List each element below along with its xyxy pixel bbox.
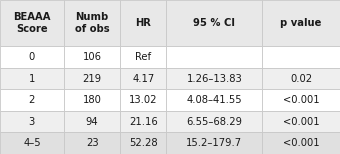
Text: 1.26–13.83: 1.26–13.83 — [186, 74, 242, 83]
Bar — [262, 68, 340, 89]
Text: 94: 94 — [86, 117, 98, 127]
Text: 1: 1 — [29, 74, 35, 83]
Text: 6.55–68.29: 6.55–68.29 — [186, 117, 242, 127]
Text: 106: 106 — [83, 52, 102, 62]
Text: 0.02: 0.02 — [290, 74, 312, 83]
Text: 4.17: 4.17 — [132, 74, 155, 83]
Text: <0.001: <0.001 — [283, 117, 319, 127]
Bar — [167, 68, 262, 89]
Bar — [64, 68, 120, 89]
Text: 3: 3 — [29, 117, 35, 127]
Bar — [0, 68, 64, 89]
Text: <0.001: <0.001 — [283, 95, 319, 105]
Bar — [262, 89, 340, 111]
Bar — [0, 89, 64, 111]
Bar — [262, 0, 340, 46]
Bar — [64, 111, 120, 132]
Text: p value: p value — [280, 18, 322, 28]
Text: 4.08–41.55: 4.08–41.55 — [186, 95, 242, 105]
Text: 15.2–179.7: 15.2–179.7 — [186, 138, 242, 148]
Bar — [262, 132, 340, 154]
Bar — [120, 0, 167, 46]
Bar — [64, 0, 120, 46]
Bar — [120, 111, 167, 132]
Text: 180: 180 — [83, 95, 102, 105]
Text: HR: HR — [136, 18, 151, 28]
Bar — [64, 132, 120, 154]
Bar — [167, 89, 262, 111]
Bar — [167, 132, 262, 154]
Bar — [167, 0, 262, 46]
Text: 2: 2 — [29, 95, 35, 105]
Text: 13.02: 13.02 — [129, 95, 158, 105]
Bar — [0, 111, 64, 132]
Bar — [120, 89, 167, 111]
Bar — [262, 111, 340, 132]
Bar — [64, 46, 120, 68]
Bar — [167, 111, 262, 132]
Bar — [262, 46, 340, 68]
Text: 219: 219 — [83, 74, 102, 83]
Bar — [120, 132, 167, 154]
Text: Ref: Ref — [135, 52, 152, 62]
Bar — [0, 132, 64, 154]
Text: 4–5: 4–5 — [23, 138, 41, 148]
Text: 0: 0 — [29, 52, 35, 62]
Bar — [64, 89, 120, 111]
Bar — [0, 46, 64, 68]
Text: BEAAA
Score: BEAAA Score — [13, 12, 51, 34]
Bar — [120, 68, 167, 89]
Bar — [120, 46, 167, 68]
Text: Numb
of obs: Numb of obs — [75, 12, 109, 34]
Text: 23: 23 — [86, 138, 98, 148]
Text: 52.28: 52.28 — [129, 138, 158, 148]
Bar — [0, 0, 64, 46]
Bar — [167, 46, 262, 68]
Text: 21.16: 21.16 — [129, 117, 158, 127]
Text: 95 % CI: 95 % CI — [193, 18, 235, 28]
Text: <0.001: <0.001 — [283, 138, 319, 148]
